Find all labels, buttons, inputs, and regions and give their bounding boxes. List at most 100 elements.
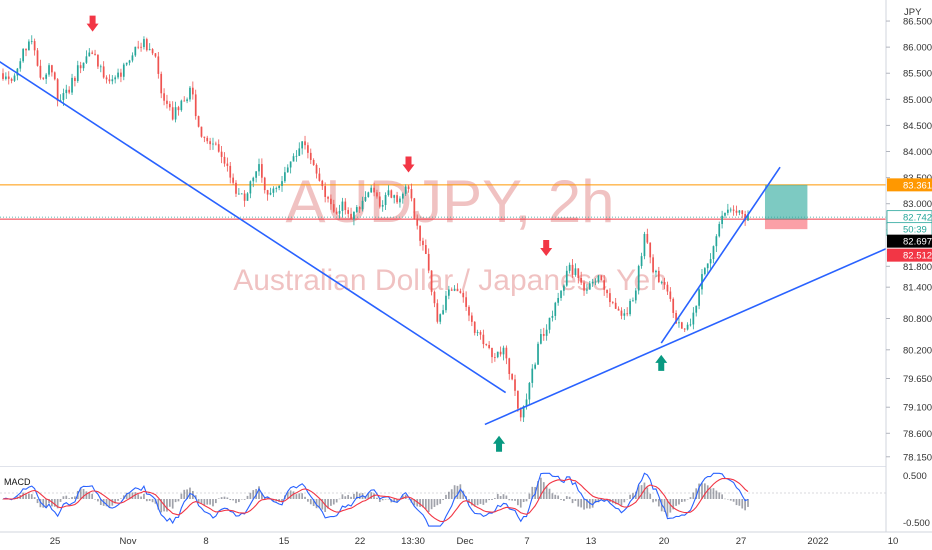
candle-body [554,302,557,316]
macd-histogram-bar [387,499,390,500]
macd-histogram-bar [85,491,88,499]
candle-body [281,181,283,186]
candle-body [655,270,657,273]
macd-histogram-bar [56,499,59,509]
price-tick-label: 86.500 [903,17,932,28]
macd-histogram-bar [258,486,260,499]
candle-body [238,193,240,195]
macd-histogram-bar [2,499,4,500]
price-tick-label: 84.000 [903,147,932,158]
trendlines[interactable] [0,23,932,426]
buy-arrow-icon [493,435,506,452]
candle-body [588,283,591,290]
macd-histogram-bar [471,499,473,506]
candle-body [117,72,119,78]
candle-body [143,39,145,48]
macd-tick-label: -0.500 [903,518,930,529]
macd-histogram-bar [122,495,125,499]
macd-histogram-bar [689,497,692,499]
candle-body [620,310,623,316]
macd-histogram-bar [99,499,102,506]
candle-body [85,56,88,63]
candle-body [376,192,378,197]
candle-body [683,328,686,330]
candle-body [62,93,65,101]
candle-body [91,52,94,54]
support-long-line[interactable] [484,226,932,426]
time-axis[interactable]: 25 Nov 8 15 22 13:30 Dec 7 13 20 27 2022 10 [50,536,899,547]
candle-body [370,187,373,193]
macd-histogram-bar [560,499,562,500]
candle-body [114,77,117,80]
macd-histogram-bar [209,499,211,505]
candle-body [551,315,554,318]
candle-body [580,277,583,283]
macd-histogram-bar [355,491,358,499]
candle-body [191,87,194,95]
macd-histogram-bar [473,499,476,507]
candle-body [13,75,16,81]
candle-body [76,65,79,81]
macd-histogram-bar [327,499,329,509]
candle-body [419,225,421,241]
macd-histogram-bar [747,499,749,507]
candle-body [168,103,171,108]
candle-body [626,313,629,315]
candle-body [646,233,649,243]
macd-histogram-bar [160,499,163,513]
support-short-line[interactable] [660,166,781,344]
price-levels [0,184,886,220]
candle-body [174,107,177,120]
macd-histogram-bar [376,497,378,499]
candle-body [220,151,223,157]
candle-body [278,185,280,189]
macd-histogram-bar [479,499,482,504]
macd-histogram-bar [557,495,560,499]
candle-body [39,65,42,78]
price-tick-label: 78.150 [903,452,932,463]
time-tick-label: Nov [120,536,137,547]
macd-histogram-bar [68,498,71,499]
macd-histogram-bar [206,499,209,505]
candle-body [439,314,442,322]
macd-histogram-bar [212,499,214,507]
candle-body [258,164,260,172]
macd-histogram-bar [79,487,82,499]
candle-body [706,263,709,269]
down-trend-line[interactable] [0,23,507,394]
candle-body [347,210,350,214]
candle-body [367,192,370,197]
candle-body [747,214,749,221]
macd-histogram-bar [105,499,108,507]
sell-arrow-icon [86,15,99,32]
long-position-tool[interactable] [764,184,808,230]
candle-body [209,141,211,145]
macd-histogram-bar [436,499,439,506]
macd-histogram-bar [261,492,263,499]
macd-histogram-bar [332,499,335,505]
macd-histogram-bar [540,477,542,499]
macd-histogram-bar [496,493,499,499]
candle-body [732,209,735,211]
candle-body [660,282,663,283]
candle-body [186,99,188,102]
macd-histogram-bar [735,499,738,506]
candle-body [399,198,401,203]
macd-histogram-bar [59,499,62,502]
macd-histogram-bar [286,491,289,499]
macd-histogram-bar [482,499,485,505]
candle-body [609,293,611,303]
macd-histogram-bar [732,499,735,502]
candle-body [361,200,364,210]
candle-body [102,66,105,78]
macd-histogram-bar [301,493,304,499]
macd-histogram-bar [82,489,85,499]
macd-histogram-bar [295,494,298,499]
macd-histogram-bar [128,493,131,499]
macd-histogram-bar [120,498,122,499]
candle-body [298,148,301,156]
candle-body [240,193,243,195]
